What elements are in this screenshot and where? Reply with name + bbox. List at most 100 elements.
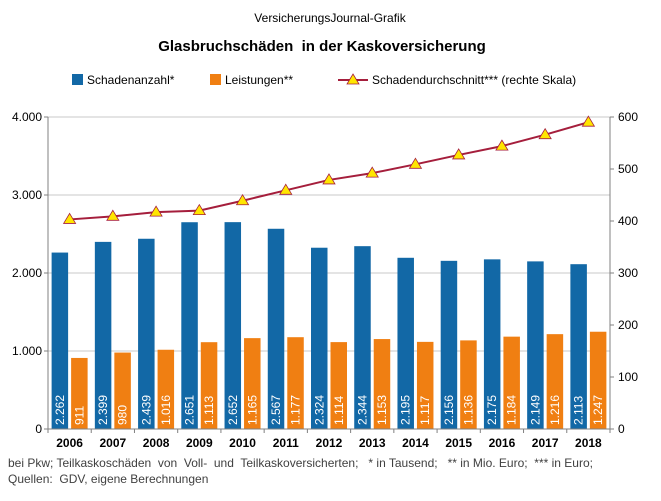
x-tick-label-2014: 2014	[402, 436, 429, 450]
bar-leistungen-2010	[244, 338, 261, 429]
bar-schadenanzahl-2015	[440, 260, 458, 429]
bar-schadenanzahl-2013	[354, 246, 371, 429]
label-schadenanzahl-2014: 2.195	[399, 395, 413, 425]
label-leistungen-2006: 911	[72, 406, 86, 425]
label-leistungen-2010: 1.165	[245, 395, 259, 425]
legend-label-schadendurchschnitt: Schadendurchschnitt*** (rechte Skala)	[372, 73, 576, 87]
y-right-tick-label-3: 300	[618, 266, 638, 280]
x-tick-label-2008: 2008	[143, 436, 170, 450]
marker-schadendurchschnitt-2012	[322, 173, 336, 185]
bar-schadenanzahl-2008	[138, 238, 155, 429]
label-schadenanzahl-2018: 2.113	[572, 396, 586, 425]
label-schadenanzahl-2015: 2.156	[442, 395, 456, 425]
marker-schadendurchschnitt-2009	[192, 203, 207, 216]
label-schadenanzahl-2010: 2.652	[226, 395, 240, 425]
bars-group	[51, 222, 607, 429]
label-leistungen-2011: 1.177	[289, 395, 303, 425]
x-tick-label-2011: 2011	[273, 436, 299, 450]
bar-leistungen-2017	[546, 334, 564, 429]
x-tick-label-2006: 2006	[56, 436, 83, 450]
footer-note: bei Pkw; Teilkaskoschäden von Voll- und …	[8, 456, 593, 470]
bar-leistungen-2008	[157, 349, 175, 429]
marker-schadendurchschnitt-2006	[62, 212, 77, 224]
y-right-tick-label-5: 500	[618, 162, 638, 176]
bar-schadenanzahl-2009	[181, 222, 198, 429]
x-tick-label-2012: 2012	[316, 436, 343, 450]
marker-schadendurchschnitt-2013	[365, 166, 379, 178]
label-schadenanzahl-2016: 2.175	[485, 395, 499, 425]
label-schadenanzahl-2007: 2.399	[96, 395, 110, 425]
chart-title: Glasbruchschäden in der Kaskoversicherun…	[158, 38, 486, 55]
label-leistungen-2016: 1.184	[505, 395, 519, 425]
marker-schadendurchschnitt-2015	[451, 148, 466, 160]
bar-leistungen-2011	[287, 337, 304, 429]
bar-schadenanzahl-2014	[397, 257, 414, 429]
bar-schadenanzahl-2006	[51, 252, 69, 429]
bar-leistungen-2013	[373, 339, 391, 429]
bar-leistungen-2015	[460, 340, 477, 429]
label-schadenanzahl-2011: 2.567	[269, 395, 283, 425]
label-schadenanzahl-2017: 2.149	[528, 395, 542, 425]
axes-group: 0 1.000 2.000 3.000 4.000 0 100 200 300 400 500 600…	[12, 110, 638, 450]
label-schadenanzahl-2009: 2.651	[183, 395, 197, 425]
y-right-tick-label-4: 400	[618, 214, 638, 228]
y-right-tick-label-0: 0	[618, 422, 625, 436]
bar-leistungen-2012	[330, 342, 347, 429]
x-tick-label-2015: 2015	[445, 436, 472, 450]
bar-leistungen-2007	[114, 352, 131, 429]
line-series-group	[62, 115, 596, 224]
y-right-tick-label-1: 100	[618, 370, 638, 384]
x-tick-label-2018: 2018	[575, 436, 602, 450]
label-leistungen-2017: 1.216	[548, 395, 562, 425]
bar-leistungen-2006	[71, 357, 88, 429]
y-left-tick-label-3: 3.000	[12, 188, 42, 202]
bar-leistungen-2016	[503, 336, 520, 429]
label-leistungen-2014: 1.117	[418, 396, 432, 425]
bar-schadenanzahl-2012	[311, 247, 328, 429]
marker-schadendurchschnitt-2007	[106, 209, 120, 221]
marker-schadendurchschnitt-2016	[495, 139, 509, 151]
bar-schadenanzahl-2017	[527, 261, 544, 429]
marker-schadendurchschnitt-2011	[279, 183, 293, 195]
marker-schadendurchschnitt-2014	[408, 157, 423, 169]
bar-schadenanzahl-2016	[483, 259, 501, 429]
bar-leistungen-2018	[589, 331, 607, 429]
y-left-tick-label-4: 4.000	[12, 110, 42, 124]
legend-swatch-leistungen	[210, 74, 221, 85]
marker-schadendurchschnitt-2018	[581, 115, 596, 127]
label-leistungen-2018: 1.247	[591, 395, 605, 425]
y-right-tick-label-2: 200	[618, 318, 638, 332]
source-label: VersicherungsJournal-Grafik	[254, 11, 406, 25]
chart-legend: Schadenanzahl* Leistungen** Schadendurch…	[72, 73, 576, 87]
legend-label-schadenanzahl: Schadenanzahl*	[87, 73, 175, 87]
y-left-tick-label-2: 2.000	[12, 266, 42, 280]
label-leistungen-2008: 1.016	[159, 395, 173, 425]
label-schadenanzahl-2006: 2.262	[53, 395, 67, 425]
y-right-tick-label-6: 600	[618, 110, 638, 124]
label-leistungen-2012: 1.114	[332, 396, 346, 425]
line-schadendurchschnitt	[69, 121, 589, 221]
label-schadenanzahl-2013: 2.344	[355, 395, 369, 425]
data-labels-group: 2.262 2.399 2.439 2.651 2.652 2.567 2.324 2.344…	[53, 395, 605, 425]
bar-leistungen-2014	[416, 341, 434, 429]
bar-leistungen-2009	[200, 342, 218, 429]
bar-schadenanzahl-2011	[267, 228, 285, 429]
label-leistungen-2007: 980	[116, 405, 130, 425]
x-tick-label-2007: 2007	[99, 436, 126, 450]
bar-schadenanzahl-2010	[224, 222, 242, 429]
x-tick-label-2010: 2010	[229, 436, 256, 450]
y-left-tick-label-1: 1.000	[12, 344, 42, 358]
bar-schadenanzahl-2018	[570, 264, 587, 429]
label-leistungen-2009: 1.113	[202, 396, 216, 425]
x-tick-label-2013: 2013	[359, 436, 386, 450]
x-tick-label-2009: 2009	[186, 436, 213, 450]
marker-schadendurchschnitt-2008	[149, 205, 163, 217]
x-tick-label-2017: 2017	[532, 436, 559, 450]
marker-schadendurchschnitt-2017	[538, 127, 552, 140]
label-schadenanzahl-2008: 2.439	[139, 395, 153, 425]
x-tick-label-2016: 2016	[489, 436, 516, 450]
label-leistungen-2015: 1.136	[461, 395, 475, 425]
label-schadenanzahl-2012: 2.324	[312, 395, 326, 425]
grid-lines	[48, 116, 610, 352]
